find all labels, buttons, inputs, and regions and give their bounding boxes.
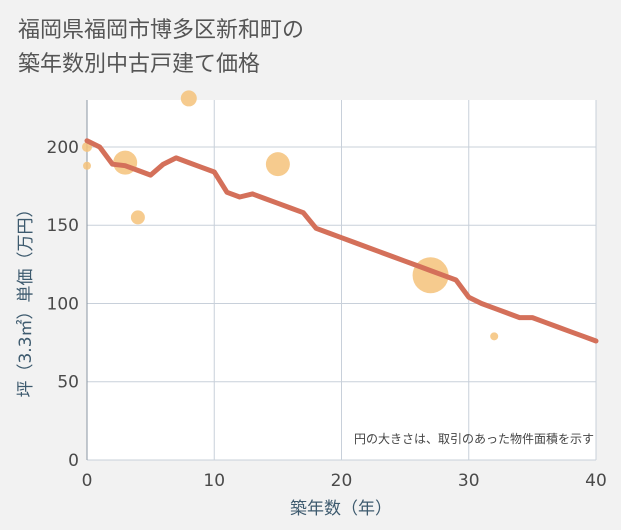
chart-title-line2: 築年数別中古戸建て価格: [18, 52, 261, 77]
chart-title-line1: 福岡県福岡市博多区新和町の: [18, 18, 305, 43]
chart-title: 福岡県福岡市博多区新和町の 築年数別中古戸建て価格: [18, 14, 304, 82]
x-tick-labels: 0 10 20 30 40: [82, 471, 607, 491]
x-tick-label: 40: [585, 471, 607, 491]
y-axis-label: 坪（3.3㎡）単価（万円）: [16, 200, 36, 397]
trend-line: [84, 138, 599, 344]
bubble-point: [180, 90, 197, 107]
y-tick-label: 0: [68, 451, 79, 471]
bubble-size-note: 円の大きさは、取引のあった物件面積を示す: [354, 431, 594, 446]
x-tick-label: 30: [458, 471, 480, 491]
x-tick-label: 20: [331, 471, 353, 491]
y-tick-label: 150: [47, 216, 79, 236]
x-tick-label: 10: [203, 471, 225, 491]
bubble-point: [490, 332, 499, 341]
bubble-point: [265, 152, 290, 177]
y-tick-label: 50: [57, 373, 79, 393]
bubble-point: [130, 210, 145, 225]
y-tick-label: 100: [47, 294, 79, 314]
y-tick-label: 200: [47, 138, 79, 158]
x-tick-label: 0: [82, 471, 93, 491]
y-tick-labels: 0 50 100 150 200: [47, 138, 79, 471]
x-axis-label: 築年数（年）: [290, 499, 392, 519]
grid-lines: [86, 100, 597, 461]
trend-line-layer: [84, 138, 599, 344]
bubble-point: [83, 161, 91, 170]
